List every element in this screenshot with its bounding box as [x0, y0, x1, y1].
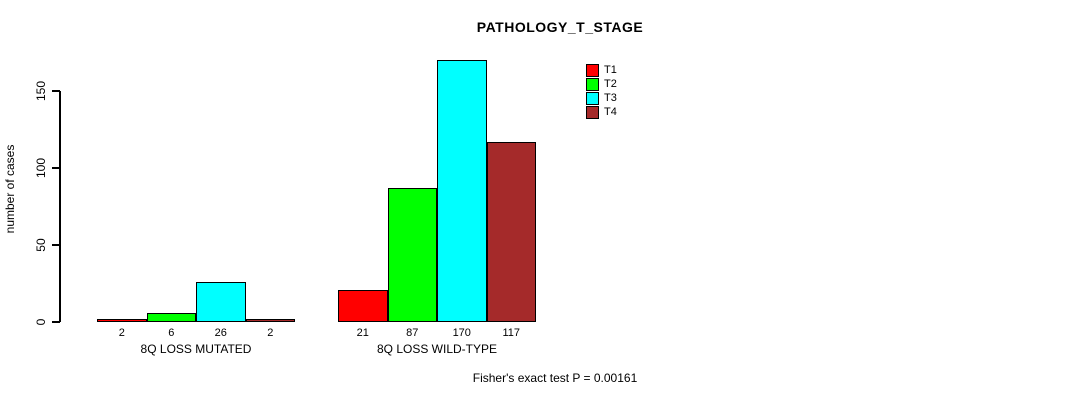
legend-label: T2 [604, 78, 617, 90]
chart-title: PATHOLOGY_T_STAGE [476, 19, 644, 35]
legend-swatch-t4 [586, 106, 599, 119]
bar-t2-group2 [387, 188, 437, 322]
legend-entry-t4: T4 [586, 106, 617, 119]
bar-value-label: 170 [452, 327, 471, 339]
y-tick-mark [52, 321, 60, 323]
y-tick-mark [52, 90, 60, 92]
bar-value-label: 6 [168, 327, 175, 339]
bar-t1-group1 [97, 319, 147, 322]
legend-swatch-t1 [586, 64, 599, 77]
y-tick-label: 50 [34, 238, 48, 252]
y-axis-line [59, 91, 61, 322]
legend: T1 T2 T3 T4 [586, 64, 617, 120]
bar-value-label: 21 [356, 327, 369, 339]
y-axis-title: number of cases [3, 144, 17, 234]
x-category-label: 8Q LOSS WILD-TYPE [376, 342, 498, 356]
y-tick-mark [52, 244, 60, 246]
y-tick-label: 150 [34, 80, 48, 102]
bar-value-label: 26 [214, 327, 227, 339]
y-tick-label: 100 [34, 157, 48, 179]
bar-value-label: 2 [118, 327, 125, 339]
bar-t1-group2 [338, 290, 388, 322]
y-tick-label: 0 [34, 318, 48, 326]
bar-value-label: 117 [502, 327, 521, 339]
legend-swatch-t3 [586, 92, 599, 105]
fisher-test-annotation: Fisher's exact test P = 0.00161 [472, 371, 638, 385]
x-category-label: 8Q LOSS MUTATED [140, 342, 252, 356]
bar-t4-group1 [245, 319, 295, 322]
bar-value-label: 87 [406, 327, 419, 339]
y-tick-mark [52, 167, 60, 169]
bar-t2-group1 [146, 313, 196, 322]
legend-label: T3 [604, 92, 617, 104]
legend-label: T1 [604, 64, 617, 76]
bar-t3-group1 [196, 282, 246, 322]
legend-entry-t3: T3 [586, 92, 617, 105]
legend-label: T4 [604, 106, 617, 118]
legend-entry-t2: T2 [586, 78, 617, 91]
bar-t4-group2 [486, 142, 536, 322]
legend-swatch-t2 [586, 78, 599, 91]
bar-t3-group2 [437, 60, 487, 322]
legend-entry-t1: T1 [586, 64, 617, 77]
bar-value-label: 2 [267, 327, 274, 339]
